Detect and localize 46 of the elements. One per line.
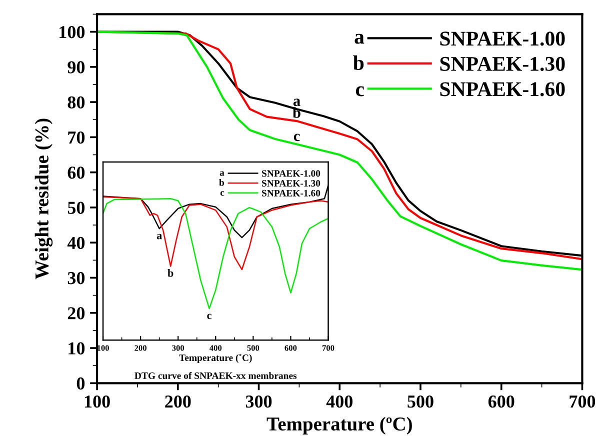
x-tick-label: 500 bbox=[247, 345, 260, 351]
y-tick-label: 50 bbox=[68, 202, 85, 214]
y-tick-label: 0 bbox=[76, 377, 85, 390]
text: DTG curve of SNPAEK-xx membranes bbox=[134, 372, 297, 380]
annotation: a bbox=[293, 98, 300, 106]
annotation: a bbox=[156, 234, 162, 240]
x-tick-label: 600 bbox=[488, 396, 514, 408]
x-tick-label: 200 bbox=[165, 396, 191, 408]
x-tick-label: 300 bbox=[246, 396, 272, 408]
x-tick-label: 400 bbox=[210, 345, 222, 351]
legend-label: SNPAEK-1.60 bbox=[262, 190, 320, 196]
x-tick-label: 200 bbox=[134, 345, 146, 351]
legend-label: SNPAEK-1.00 bbox=[440, 32, 565, 46]
x-tick-label: 700 bbox=[570, 396, 596, 408]
x-tick-label: 300 bbox=[172, 345, 184, 351]
legend-label: SNPAEK-1.30 bbox=[440, 56, 565, 72]
y-tick-label: 40 bbox=[67, 236, 85, 250]
annotation: b bbox=[219, 179, 224, 186]
y-tick-label: 80 bbox=[68, 96, 85, 108]
y-tick-label: 70 bbox=[68, 131, 85, 144]
x-axis-title: Temperature (ºC) bbox=[266, 416, 412, 435]
legend-label: SNPAEK-1.60 bbox=[440, 82, 565, 96]
y-tick-label: 10 bbox=[68, 342, 85, 354]
legend-label: SNPAEK-1.30 bbox=[262, 180, 320, 187]
y-tick-label: 90 bbox=[68, 61, 85, 74]
y-tick-label: 30 bbox=[68, 272, 85, 284]
x-tick-label: 600 bbox=[284, 345, 297, 351]
x-axis-title: Temperature (˚C) bbox=[179, 354, 252, 364]
y-tick-label: 60 bbox=[68, 166, 85, 179]
annotation: b bbox=[353, 55, 364, 70]
annotation: c bbox=[356, 86, 364, 96]
annotation: c bbox=[207, 314, 212, 320]
x-tick-label: 100 bbox=[84, 396, 110, 408]
legend-label: SNPAEK-1.00 bbox=[262, 170, 320, 177]
x-tick-label: 400 bbox=[326, 396, 352, 408]
annotation: c bbox=[294, 134, 300, 142]
x-tick-label: 100 bbox=[97, 345, 109, 351]
annotation: a bbox=[220, 171, 224, 176]
y-tick-label: 20 bbox=[68, 307, 85, 320]
x-tick-label: 500 bbox=[408, 396, 434, 408]
annotation: b bbox=[168, 269, 174, 277]
y-tick-label: 100 bbox=[60, 26, 85, 38]
annotation: a bbox=[354, 34, 364, 44]
x-tick-label: 700 bbox=[322, 345, 334, 351]
annotation: c bbox=[220, 191, 224, 196]
y-axis-title: Weight residue (%) bbox=[34, 118, 53, 280]
